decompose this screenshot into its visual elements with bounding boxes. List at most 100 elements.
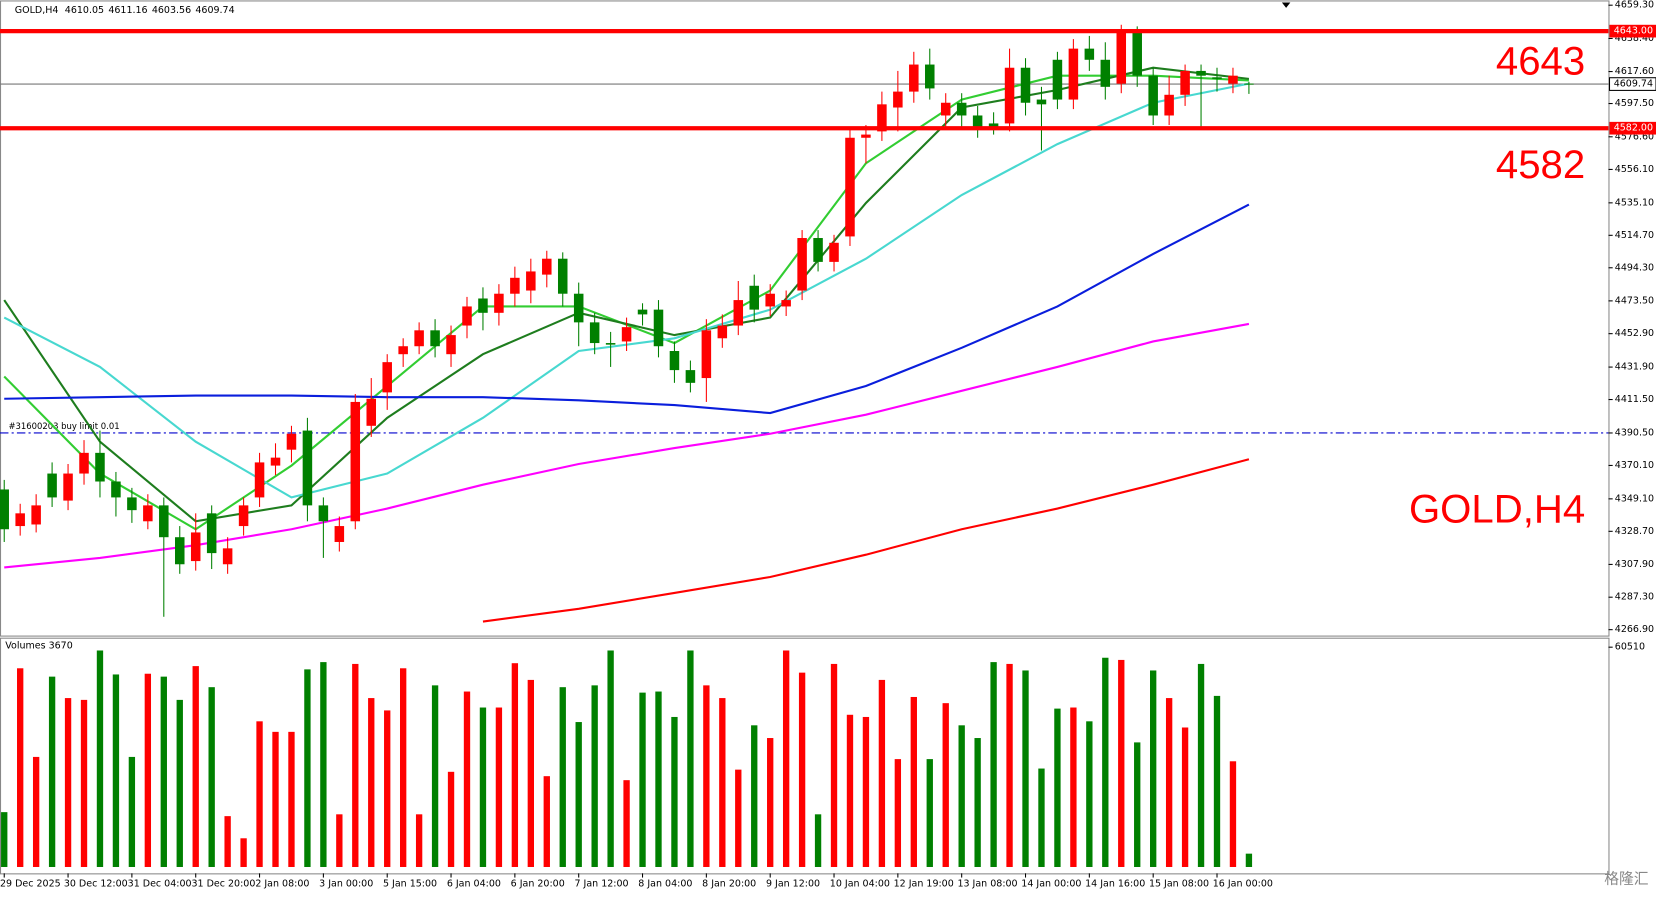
x-tick-label: 8 Jan 04:00 [638, 878, 692, 889]
x-tick-label: 8 Jan 20:00 [702, 878, 756, 889]
candle-body [1100, 59, 1111, 87]
y-tick-label: 4287.30 [1615, 592, 1654, 603]
volume-bar [479, 707, 487, 867]
volume-bar [1181, 727, 1189, 867]
volume-bar [1134, 742, 1141, 867]
volume-bar [192, 666, 199, 867]
candle-body [238, 505, 249, 527]
volume-bar [208, 687, 215, 867]
candle-body [254, 462, 265, 498]
volume-bar [1165, 698, 1173, 867]
x-tick-label: 6 Jan 04:00 [447, 878, 501, 889]
y-tick-label: 4328.70 [1615, 526, 1654, 537]
candle-body [222, 548, 233, 565]
volume-bar [655, 691, 662, 867]
candle-body [893, 91, 903, 108]
current-price-box [1608, 77, 1656, 91]
candle-body [1020, 67, 1031, 103]
y-tick-label: 4556.10 [1615, 164, 1654, 175]
candle-body [542, 258, 552, 275]
y-tick-label: 4535.10 [1615, 197, 1654, 208]
candle-body [605, 343, 616, 345]
candle-body [206, 513, 217, 554]
volume-bar [352, 663, 359, 867]
volume-tick-label: 60510 [1615, 642, 1645, 653]
candle-body [1084, 48, 1095, 60]
candle-body [366, 398, 377, 426]
volume-bar [511, 663, 519, 867]
x-tick-label: 5 Jan 15:00 [383, 878, 437, 889]
candle-body [494, 293, 504, 313]
candle-body [47, 473, 57, 498]
candle-body [478, 298, 488, 313]
volume-bar [1245, 853, 1253, 867]
volume-bar [96, 650, 104, 867]
candle-body [430, 330, 440, 347]
candle-body [1148, 75, 1158, 116]
volume-bar [1197, 663, 1205, 867]
volume-bar [128, 756, 136, 867]
volume-bar [368, 698, 375, 867]
y-tick-label: 4473.50 [1615, 295, 1654, 306]
candle-body [0, 489, 9, 530]
x-tick-label: 16 Jan 00:00 [1213, 878, 1273, 889]
shift-marker [1281, 2, 1291, 8]
candle-body [510, 277, 520, 294]
y-tick-label: 4514.70 [1615, 230, 1654, 241]
volume-bar [1070, 707, 1077, 867]
candle-body [127, 497, 137, 511]
x-tick-label: 30 Dec 12:00 [64, 878, 128, 889]
candle-body [813, 238, 823, 262]
volume-bar [910, 696, 917, 867]
x-tick-label: 31 Dec 04:00 [128, 878, 192, 889]
volume-bar [1118, 659, 1125, 867]
candle-body [159, 505, 169, 538]
candle-body [765, 293, 775, 307]
volume-bar [399, 668, 407, 867]
x-tick-label: 3 Jan 00:00 [319, 878, 373, 889]
volume-bar [958, 725, 965, 867]
candle-body [1052, 59, 1063, 100]
x-tick-label: 14 Jan 00:00 [1021, 878, 1081, 889]
volume-bar [144, 673, 152, 867]
candle-body [653, 309, 664, 347]
volume-bar [591, 685, 598, 867]
candle-body [79, 452, 89, 474]
x-tick-label: 2 Jan 08:00 [255, 878, 309, 889]
candle-body [925, 64, 935, 89]
candle-body [143, 505, 153, 522]
volume-bar [974, 738, 981, 867]
candle-body [685, 370, 696, 383]
symbol-watermark: GOLD,H4 [1409, 487, 1585, 532]
volume-bar [160, 676, 167, 867]
volume-bar [176, 699, 183, 867]
y-tick-label: 4576.60 [1615, 131, 1654, 142]
candle-body [270, 457, 281, 466]
y-tick-label: 4659.30 [1615, 0, 1654, 11]
volume-bar [1229, 761, 1237, 867]
candle-body [382, 362, 392, 393]
volume-bar [767, 738, 774, 867]
moving-average [4, 203, 1250, 415]
volume-bar [735, 769, 742, 867]
candle-body [1132, 32, 1142, 76]
level-box [1609, 121, 1656, 135]
moving-average [482, 458, 1250, 623]
header-low: 4603.56 [152, 4, 191, 15]
level-label: 4582.00 [1614, 123, 1653, 134]
x-tick-label: 13 Jan 08:00 [957, 878, 1017, 889]
volume-bar [846, 714, 854, 867]
candle-body [749, 285, 759, 310]
candle-body [940, 102, 951, 116]
order-label: #31600203 buy limit 0.01 [8, 421, 119, 431]
candle-body [589, 322, 600, 344]
candle-body [398, 346, 408, 355]
candle-body [1004, 67, 1015, 124]
candle-body [31, 505, 41, 525]
y-tick-label: 4617.60 [1615, 66, 1654, 77]
volume-bar [1054, 708, 1061, 867]
candle-body [1180, 70, 1190, 95]
candle-body [956, 102, 967, 116]
current-price-label: 4609.74 [1614, 79, 1653, 90]
